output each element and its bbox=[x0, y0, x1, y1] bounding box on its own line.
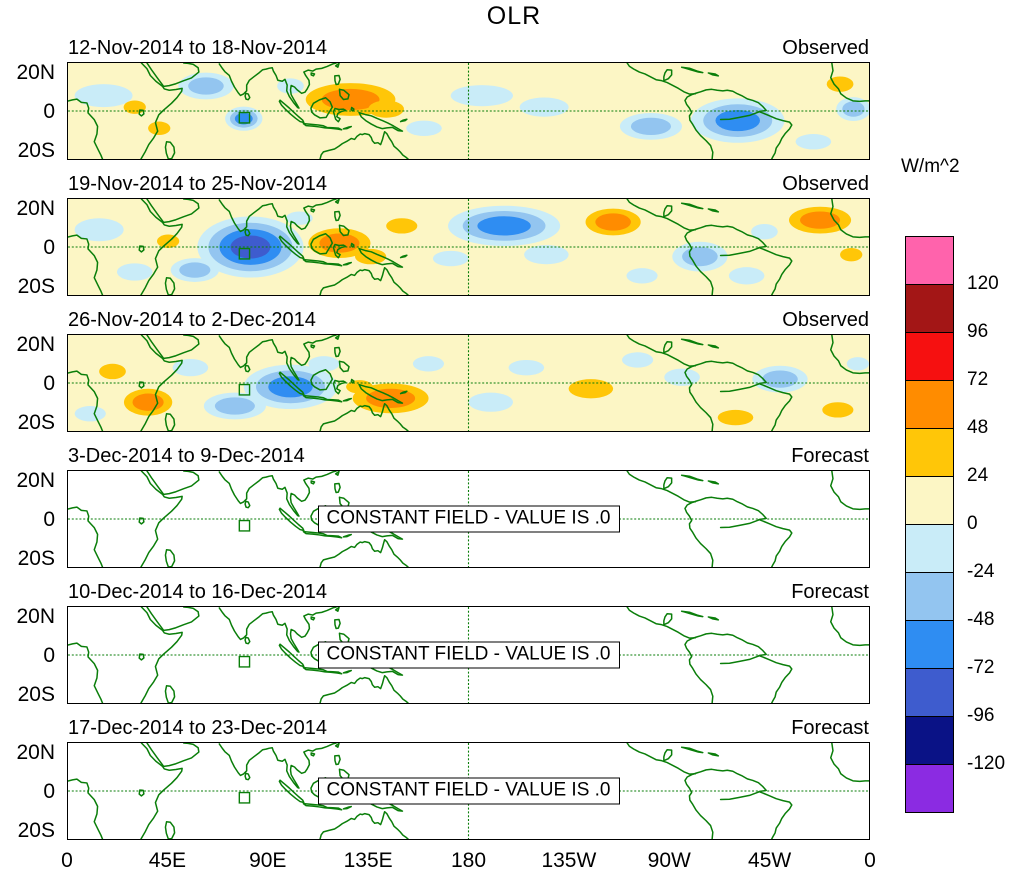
y-tick-20s: 20S bbox=[17, 275, 55, 298]
panel-date-range: 3-Dec-2014 to 9-Dec-2014 bbox=[68, 445, 305, 467]
y-tick-20n: 20N bbox=[16, 741, 55, 764]
x-tick-90e: 90E bbox=[249, 849, 287, 872]
y-tick-20n: 20N bbox=[16, 605, 55, 628]
panel-type-label: Observed bbox=[782, 309, 869, 331]
map-panel-forecast-3 bbox=[67, 742, 870, 840]
panel-date-range: 17-Dec-2014 to 23-Dec-2014 bbox=[68, 717, 328, 739]
panel-date-range: 10-Dec-2014 to 16-Dec-2014 bbox=[68, 581, 328, 603]
panel-6: 20N 0 20S 17-Dec-2014 to 23-Dec-2014 For… bbox=[16, 717, 870, 842]
y-tick-eq: 0 bbox=[43, 508, 55, 531]
x-tick-45e: 45E bbox=[148, 849, 187, 872]
y-tick-eq: 0 bbox=[43, 100, 55, 123]
y-tick-20n: 20N bbox=[16, 469, 55, 492]
colorbar-tick-label: -120 bbox=[967, 753, 1006, 774]
panel-header: 17-Dec-2014 to 23-Dec-2014 Forecast bbox=[67, 716, 870, 740]
panel-header: 10-Dec-2014 to 16-Dec-2014 Forecast bbox=[67, 580, 870, 604]
x-tick-180: 180 bbox=[450, 849, 487, 872]
colorbar-tick-label: -72 bbox=[967, 657, 995, 678]
colorbar-cell bbox=[905, 332, 954, 381]
panel-header: 12-Nov-2014 to 18-Nov-2014 Observed bbox=[67, 36, 870, 60]
chart-title: OLR bbox=[486, 2, 542, 30]
colorbar-tick-label: 72 bbox=[967, 369, 989, 390]
colorbar-tick-label: -96 bbox=[967, 705, 995, 726]
panel-date-range: 19-Nov-2014 to 25-Nov-2014 bbox=[68, 173, 328, 195]
colorbar-cell bbox=[905, 476, 954, 525]
y-axis-ticks: 20N 0 20S bbox=[1, 333, 61, 434]
y-axis-ticks: 20N 0 20S bbox=[1, 61, 61, 162]
y-tick-eq: 0 bbox=[43, 372, 55, 395]
colorbar-cell bbox=[905, 620, 954, 669]
constant-field-note: CONSTANT FIELD - VALUE IS .0 bbox=[317, 777, 620, 805]
colorbar-units-label: W/m^2 bbox=[901, 156, 960, 177]
y-axis-ticks: 20N 0 20S bbox=[1, 197, 61, 298]
colorbar-cell bbox=[905, 236, 954, 285]
x-tick-135w: 135W bbox=[541, 849, 597, 872]
colorbar-tick-label: 0 bbox=[967, 513, 978, 534]
panel-type-label: Forecast bbox=[791, 445, 869, 467]
colorbar-tick-label: -24 bbox=[967, 561, 995, 582]
map-panel-observed-2 bbox=[67, 198, 870, 296]
colorbar-cell bbox=[905, 572, 954, 621]
y-tick-eq: 0 bbox=[43, 644, 55, 667]
panel-3: 20N 0 20S 26-Nov-2014 to 2-Dec-2014 Obse… bbox=[16, 309, 870, 434]
x-tick-135e: 135E bbox=[343, 849, 393, 872]
map-panel-observed-3 bbox=[67, 334, 870, 432]
colorbar-cell bbox=[905, 284, 954, 333]
y-tick-20s: 20S bbox=[17, 819, 55, 842]
y-tick-20s: 20S bbox=[17, 411, 55, 434]
y-axis-ticks: 20N 0 20S bbox=[1, 605, 61, 706]
constant-field-note: CONSTANT FIELD - VALUE IS .0 bbox=[317, 641, 620, 669]
y-tick-eq: 0 bbox=[43, 780, 55, 803]
map-panel-observed-1 bbox=[67, 62, 870, 160]
colorbar-cell bbox=[905, 428, 954, 477]
y-axis-ticks: 20N 0 20S bbox=[1, 741, 61, 842]
panel-header: 19-Nov-2014 to 25-Nov-2014 Observed bbox=[67, 172, 870, 196]
panel-date-range: 26-Nov-2014 to 2-Dec-2014 bbox=[68, 309, 316, 331]
panel-5: 20N 0 20S 10-Dec-2014 to 16-Dec-2014 For… bbox=[16, 581, 870, 706]
panel-date-range: 12-Nov-2014 to 18-Nov-2014 bbox=[68, 37, 328, 59]
panel-type-label: Forecast bbox=[791, 717, 869, 739]
x-tick-0e: 0 bbox=[61, 849, 73, 872]
panel-type-label: Forecast bbox=[791, 581, 869, 603]
panel-header: 3-Dec-2014 to 9-Dec-2014 Forecast bbox=[67, 444, 870, 468]
panel-2: 20N 0 20S 19-Nov-2014 to 25-Nov-2014 Obs… bbox=[16, 173, 870, 298]
y-tick-20s: 20S bbox=[17, 683, 55, 706]
colorbar-tick-label: 24 bbox=[967, 465, 989, 486]
y-tick-20n: 20N bbox=[16, 333, 55, 356]
colorbar-cell bbox=[905, 716, 954, 765]
panel-type-label: Observed bbox=[782, 37, 869, 59]
y-axis-ticks: 20N 0 20S bbox=[1, 469, 61, 570]
colorbar-cell bbox=[905, 668, 954, 717]
colorbar-cell bbox=[905, 524, 954, 573]
panel-header: 26-Nov-2014 to 2-Dec-2014 Observed bbox=[67, 308, 870, 332]
colorbar-cells bbox=[905, 236, 954, 813]
y-tick-20s: 20S bbox=[17, 139, 55, 162]
x-tick-0w: 0 bbox=[864, 849, 876, 872]
colorbar-cell bbox=[905, 380, 954, 429]
panel-type-label: Observed bbox=[782, 173, 869, 195]
colorbar-tick-label: 120 bbox=[967, 273, 999, 294]
x-tick-45w: 45W bbox=[748, 849, 792, 872]
y-tick-20n: 20N bbox=[16, 197, 55, 220]
colorbar-cell bbox=[905, 764, 954, 813]
colorbar-tick-label: -48 bbox=[967, 609, 995, 630]
constant-field-note: CONSTANT FIELD - VALUE IS .0 bbox=[317, 505, 620, 533]
panel-1: 20N 0 20S 12-Nov-2014 to 18-Nov-2014 Obs… bbox=[16, 37, 870, 162]
y-tick-20s: 20S bbox=[17, 547, 55, 570]
panel-4: 20N 0 20S 3-Dec-2014 to 9-Dec-2014 Forec… bbox=[16, 445, 870, 570]
y-tick-20n: 20N bbox=[16, 61, 55, 84]
map-panel-forecast-2 bbox=[67, 606, 870, 704]
colorbar-tick-label: 96 bbox=[967, 321, 989, 342]
y-tick-eq: 0 bbox=[43, 236, 55, 259]
x-tick-90w: 90W bbox=[647, 849, 691, 872]
x-axis: 0 45E 90E 135E 180 135W 90W 45W 0 bbox=[61, 849, 876, 877]
colorbar-tick-label: 48 bbox=[967, 417, 989, 438]
